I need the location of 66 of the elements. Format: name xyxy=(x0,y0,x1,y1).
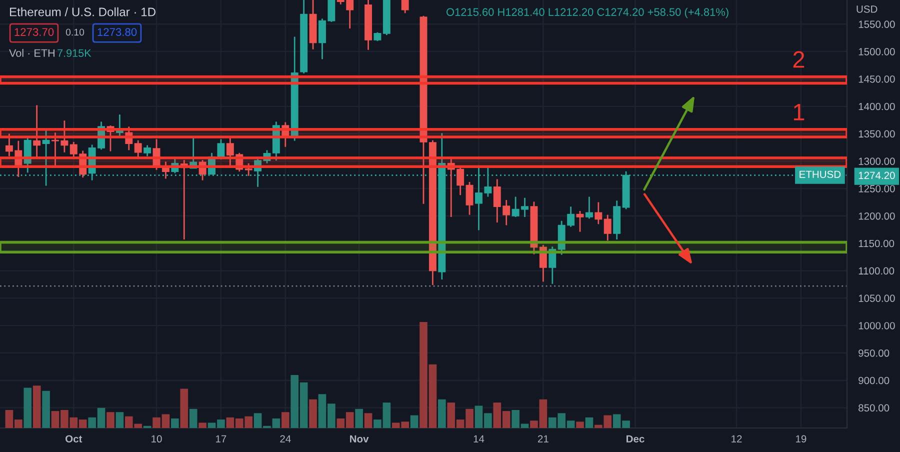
x-tick-label: 24 xyxy=(280,435,291,442)
x-tick-label: 14 xyxy=(474,435,484,442)
bar xyxy=(410,415,418,428)
bar xyxy=(24,388,32,428)
annotation: Vol · ETH xyxy=(9,48,54,57)
bar xyxy=(189,408,198,428)
bar xyxy=(438,399,446,428)
y-axis-title: USD xyxy=(856,5,878,13)
candlestick xyxy=(33,104,41,160)
y-tick-label: 1050.00 xyxy=(858,294,895,302)
annotation: 1273.80 xyxy=(98,28,137,36)
bar xyxy=(309,399,317,428)
candlestick xyxy=(594,202,602,225)
candlestick xyxy=(116,114,124,137)
candlestick xyxy=(576,210,584,233)
candlestick xyxy=(585,196,593,220)
annotation: 7.915K xyxy=(58,49,92,57)
annotation: O1215.60 H1281.40 L1212.20 C1274.20 +58.50 (+4.81%) xyxy=(446,8,728,18)
candlestick xyxy=(401,0,409,14)
y-tick-label: 1150.00 xyxy=(858,240,894,248)
candlestick xyxy=(604,214,612,242)
x-tick-label: 19 xyxy=(796,435,806,442)
bar xyxy=(116,412,124,428)
candlestick xyxy=(217,138,225,160)
bar xyxy=(180,388,188,428)
x-tick-label: Nov xyxy=(350,435,369,442)
y-tick-label: 1550.00 xyxy=(858,20,895,28)
y-tick-label: 1300.00 xyxy=(858,158,895,165)
candlestick xyxy=(144,144,152,157)
y-tick-label: 1450.00 xyxy=(858,75,895,83)
bar xyxy=(171,418,179,428)
bar xyxy=(585,417,594,428)
annotation: 1273.70 xyxy=(14,28,54,36)
y-tick-label: 900.00 xyxy=(858,376,890,384)
y-tick-label: 1250.00 xyxy=(858,185,895,192)
x-tick-label: 12 xyxy=(732,435,742,442)
y-tick-label: 1100.00 xyxy=(858,267,894,275)
annotation: 0.10 xyxy=(66,28,84,36)
ref-line-label: ETHUSD xyxy=(800,170,841,178)
y-tick-label: 1350.00 xyxy=(858,130,895,138)
candlestick xyxy=(244,162,252,177)
y-tick-label: 1200.00 xyxy=(858,212,895,220)
x-tick-label: 17 xyxy=(216,435,226,442)
y-tick-label: 1400.00 xyxy=(858,102,895,110)
x-tick-label: Dec xyxy=(626,435,644,442)
y-tick-label: 850.00 xyxy=(858,404,890,412)
x-tick-label: 10 xyxy=(152,435,162,442)
bar xyxy=(364,413,372,428)
bar xyxy=(106,412,114,428)
candlestick xyxy=(134,140,142,159)
chart-title: Ethereum / U.S. Dollar · 1D xyxy=(10,7,156,16)
bar xyxy=(32,386,41,428)
y-tick-label: 1500.00 xyxy=(858,48,895,56)
candlestick xyxy=(466,181,474,216)
y-tick-label: 1274.20 xyxy=(858,172,895,180)
bar xyxy=(198,422,206,428)
y-tick-label: 950.00 xyxy=(858,349,890,357)
bar xyxy=(355,408,363,428)
bar xyxy=(281,412,290,428)
bar xyxy=(42,390,50,428)
x-tick-label: Oct xyxy=(66,435,82,442)
y-tick-label: 1000.00 xyxy=(858,322,895,330)
band-label: 2 xyxy=(793,51,804,68)
band-label: 1 xyxy=(794,104,804,120)
bar xyxy=(576,422,584,428)
x-tick-label: 21 xyxy=(538,435,548,442)
